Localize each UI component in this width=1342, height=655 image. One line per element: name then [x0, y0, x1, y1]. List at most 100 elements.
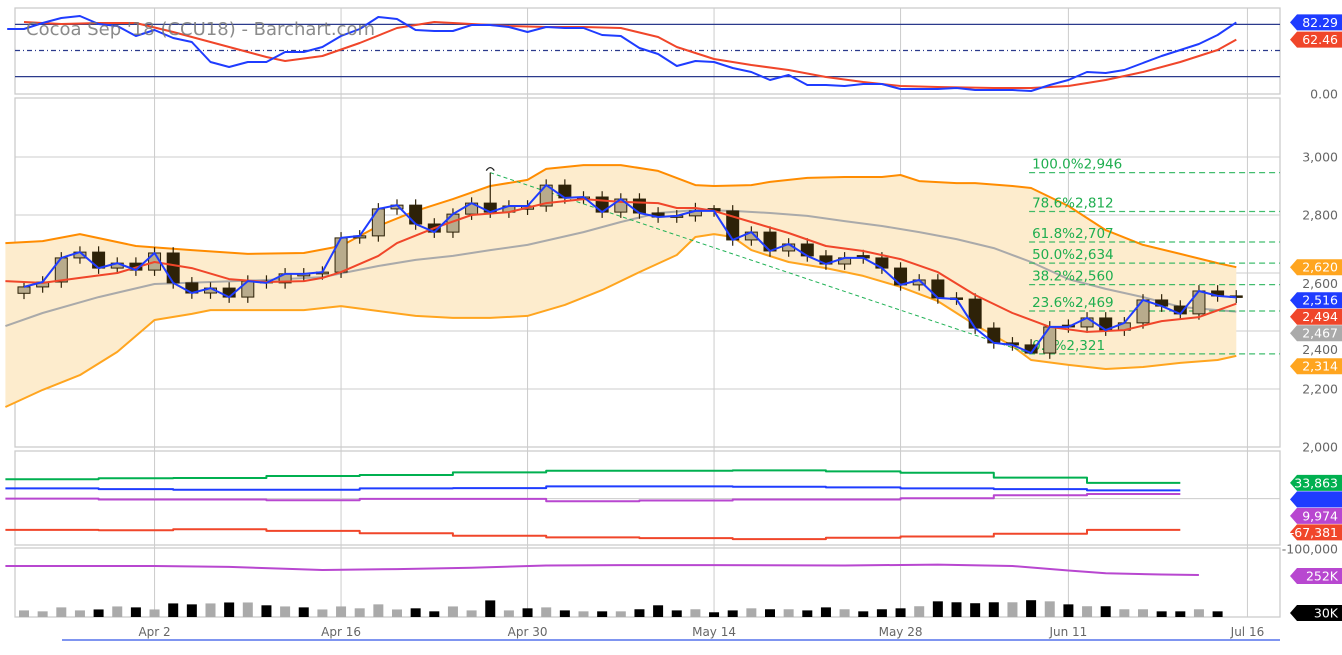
volume-bar: [74, 610, 85, 617]
candle-body: [1136, 299, 1150, 324]
fibonacci-level-label: 78.6%2,812: [1032, 196, 1114, 212]
candle-body: [371, 208, 385, 237]
candle-body: [1043, 326, 1057, 354]
volume-bar: [186, 604, 197, 617]
volume-last-value-badge-shape: [1290, 605, 1342, 621]
oscillator-fast-line: [7, 15, 1237, 92]
volume-bar: [914, 606, 925, 617]
cot-last-value-badge-shape: [1290, 507, 1342, 524]
price-y-tick: 2,200: [1302, 382, 1338, 397]
cot-last-value-badge: [1290, 491, 1342, 508]
volume-bar: [727, 610, 738, 617]
volume-bar: [765, 609, 775, 617]
cot-series-line: [5, 469, 1181, 484]
volume-bar: [168, 603, 179, 617]
volume-bar: [1082, 606, 1093, 617]
price-last-value-badge-shape: [1290, 292, 1342, 309]
volume-last-value-badge: 30K: [1290, 605, 1342, 621]
axes: Apr 2 Apr 16 Apr 30 May 14 May 28 Jun 11 Jul 1…: [138, 14, 1342, 639]
candle: [166, 247, 180, 289]
volume-bar: [280, 606, 291, 617]
bollinger-band-fill: [5, 165, 1237, 407]
volume-bar: [56, 607, 67, 617]
cot-last-value-badge-shape: [1290, 491, 1342, 508]
price-last-value-badge: 2,494: [1290, 308, 1342, 325]
volume-bar: [951, 602, 962, 617]
volume-bar: [205, 603, 216, 617]
volume-bar: [820, 607, 831, 617]
volume-bar: [242, 602, 253, 617]
cot-series-line: [5, 528, 1181, 541]
volume-bar: [746, 608, 757, 617]
oscillator-last-value-badge-text: 82.29: [1302, 15, 1338, 30]
volume-bar: [522, 608, 533, 617]
x-tick-label: Apr 2: [138, 625, 170, 639]
price-last-value-badge: 2,314: [1290, 358, 1342, 375]
volume-bar: [392, 609, 402, 617]
open-interest-line: [5, 563, 1199, 576]
volume-bar: [336, 606, 347, 617]
volume-bar: [970, 603, 981, 617]
volume-bar: [559, 610, 570, 617]
oscillator-last-value-badge: 62.46: [1290, 31, 1342, 48]
x-tick-label: Jun 11: [1048, 625, 1087, 639]
oscillator-panel: [7, 15, 1280, 92]
volume-bar: [224, 602, 235, 617]
volume-bar: [410, 608, 421, 617]
volume-bar: [578, 611, 589, 617]
volume-bar: [1044, 601, 1055, 617]
fibonacci-level-label: 50.0%2,634: [1032, 247, 1114, 263]
price-last-value-badge-text: 2,516: [1302, 293, 1338, 308]
price-last-value-badge-text: 2,620: [1302, 260, 1338, 275]
volume-bar: [634, 609, 645, 617]
x-tick-label: Apr 30: [508, 625, 548, 639]
price-last-value-badge-shape: [1290, 358, 1342, 375]
volume-bar: [1007, 602, 1018, 617]
volume-bar: [1063, 604, 1074, 617]
volume-bar: [1119, 609, 1130, 617]
cot-panel: [5, 469, 1181, 541]
volume-bar: [1100, 606, 1111, 617]
price-last-value-badge-shape: [1290, 259, 1342, 276]
volume-bar: [503, 610, 514, 617]
volume-bar: [112, 606, 123, 617]
candle-body: [166, 252, 180, 284]
volume-bar: [1026, 600, 1037, 617]
volume-bar: [317, 609, 328, 617]
open-interest-badge-shape: [1290, 568, 1342, 584]
open-interest-badge-text: 252K: [1306, 569, 1339, 584]
cot-last-value-badge-text: 33,863: [1294, 475, 1338, 490]
candle-body: [334, 237, 348, 273]
cot-last-value-badge: -67,381: [1290, 524, 1342, 541]
candle: [390, 199, 404, 215]
volume-bar: [709, 612, 720, 617]
candle-body: [1192, 290, 1206, 315]
close-line: [23, 184, 1237, 354]
oscillator-last-value-badge-shape: [1290, 31, 1342, 48]
volume-bar: [447, 606, 458, 617]
bollinger-upper-line: [5, 164, 1237, 269]
fibonacci-level-label: 0.0%2,321: [1032, 338, 1105, 354]
price-y-tick: 2,400: [1302, 342, 1338, 357]
volume-bar: [690, 609, 701, 617]
cot-last-value-badge-text: 9,974: [1302, 508, 1338, 523]
volume-bar: [839, 609, 850, 617]
price-last-value-badge: 2,516: [1290, 292, 1342, 309]
volume-bar: [354, 608, 365, 617]
price-last-value-badge-shape: [1290, 308, 1342, 325]
volume-bar: [671, 610, 682, 617]
fibonacci-level-label: 23.6%2,469: [1032, 295, 1114, 311]
volume-bar: [876, 609, 887, 617]
volume-bar: [261, 605, 272, 617]
volume-bar: [93, 609, 104, 617]
volume-bar: [783, 609, 794, 617]
volume-bar: [373, 604, 384, 617]
volume-bar: [149, 609, 160, 617]
price-last-value-badge: 2,620: [1290, 259, 1342, 276]
x-tick-label: May 28: [879, 625, 923, 639]
volume-bar: [988, 602, 999, 617]
x-tick-label: May 14: [692, 625, 736, 639]
candle: [17, 281, 31, 300]
volume-bar: [858, 611, 869, 617]
